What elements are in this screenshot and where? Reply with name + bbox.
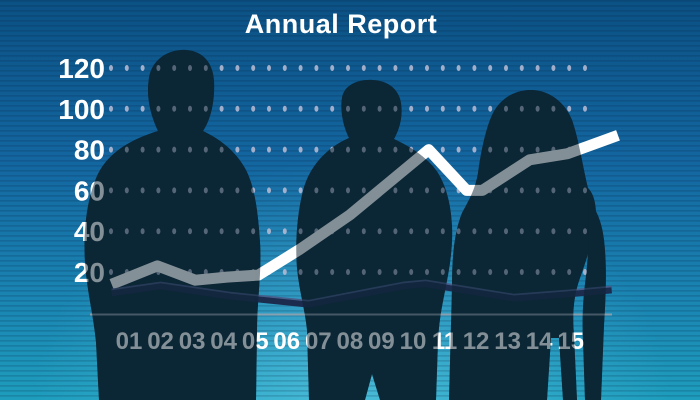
grid-dot	[124, 65, 129, 71]
grid-dot	[361, 65, 366, 71]
grid-dot	[314, 105, 319, 112]
y-tick-label: 80	[74, 135, 105, 166]
grid-dot	[282, 228, 287, 235]
grid-dot	[472, 105, 477, 112]
grid-dot	[282, 146, 287, 153]
grid-dot	[409, 105, 414, 112]
grid-dot	[219, 65, 224, 71]
grid-dot	[235, 105, 240, 112]
grid-dot	[314, 65, 319, 71]
grid-dot	[251, 105, 256, 112]
grid-dot	[440, 146, 445, 153]
grid-dot	[472, 65, 477, 71]
grid-dot	[583, 105, 587, 112]
silhouette-shade-overlay	[84, 49, 606, 400]
chart-title: Annual Report	[245, 9, 438, 39]
grid-dot	[282, 105, 287, 112]
grid-dot	[282, 187, 287, 194]
grid-dot	[109, 105, 113, 112]
grid-dot	[456, 146, 461, 153]
grid-dot	[267, 187, 271, 194]
grid-dot	[567, 105, 572, 112]
grid-dot	[267, 228, 271, 235]
x-tick-label: 06	[273, 328, 300, 355]
grid-dot	[409, 65, 414, 71]
grid-dot	[251, 146, 256, 153]
grid-dot	[488, 65, 493, 71]
grid-dot	[377, 65, 382, 71]
grid-dot	[267, 105, 271, 112]
grid-dot	[330, 65, 335, 71]
grid-dot	[504, 65, 508, 71]
grid-dot	[267, 65, 271, 71]
grid-dot	[456, 105, 461, 112]
grid-dot	[346, 65, 350, 71]
grid-dot	[298, 65, 303, 71]
grid-dot	[330, 105, 335, 112]
grid-dot	[456, 65, 461, 71]
grid-dot	[551, 65, 556, 71]
grid-dot	[109, 65, 113, 71]
grid-dot	[282, 65, 287, 71]
grid-dot	[425, 105, 429, 112]
grid-dot	[472, 146, 477, 153]
grid-dot	[235, 65, 240, 71]
grid-dot	[425, 65, 429, 71]
grid-dot	[519, 65, 524, 71]
grid-dot	[535, 65, 540, 71]
grid-dot	[298, 105, 303, 112]
grid-dot	[282, 269, 287, 275]
grid-dot	[251, 65, 256, 71]
y-tick-label: 120	[58, 53, 105, 84]
grid-dot	[140, 65, 145, 71]
grid-dot	[140, 105, 145, 112]
grid-dot	[314, 146, 319, 153]
grid-dot	[298, 187, 303, 194]
grid-dot	[440, 105, 445, 112]
y-tick-label: 100	[58, 94, 105, 125]
grid-dot	[583, 269, 587, 275]
grid-dot	[298, 146, 303, 153]
grid-dot	[109, 146, 113, 153]
grid-dot	[440, 65, 445, 71]
grid-dot	[267, 146, 271, 153]
grid-dot	[235, 146, 240, 153]
grid-dot	[124, 105, 129, 112]
grid-dot	[583, 65, 587, 71]
grid-dot	[567, 65, 572, 71]
grid-dot	[393, 65, 398, 71]
grid-dot	[219, 105, 224, 112]
grid-dot	[488, 105, 493, 112]
